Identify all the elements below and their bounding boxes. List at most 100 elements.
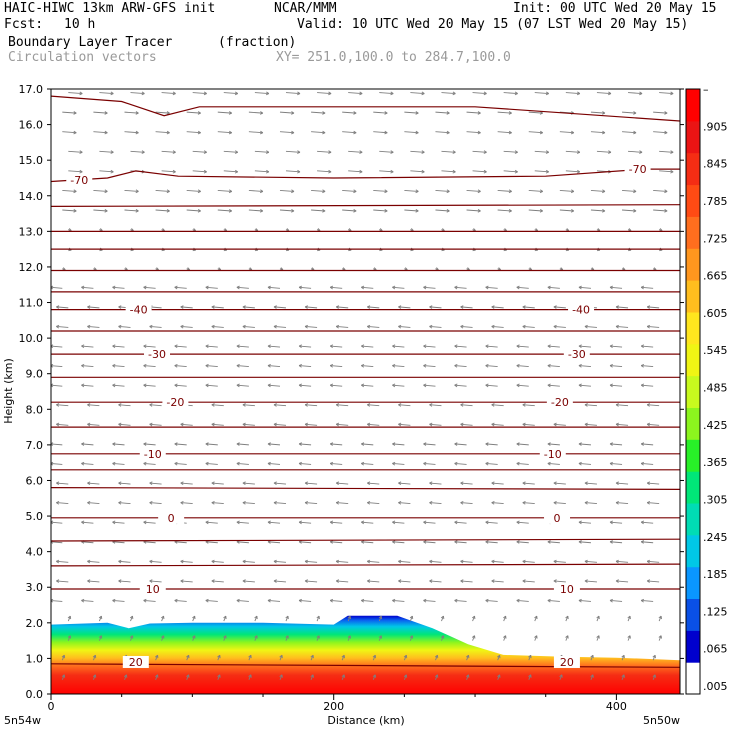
contour-label-bg (122, 655, 149, 668)
contour-label: -40 (572, 304, 590, 317)
vector-arrow (647, 580, 660, 583)
vector-arrow (547, 365, 560, 368)
vector-arrowhead (110, 150, 114, 154)
colorbar-label: .605 (703, 307, 728, 320)
vector-arrow (565, 170, 580, 173)
vector-arrowhead (547, 383, 551, 388)
vector-arrowhead (452, 91, 456, 96)
vector-arrowhead (578, 383, 582, 388)
vector-arrow (174, 384, 187, 387)
vector-arrow (647, 560, 660, 563)
vector-arrowhead (460, 500, 464, 505)
vector-arrowhead (522, 579, 526, 583)
vector-arrowhead (298, 442, 303, 446)
vector-arrow (130, 150, 145, 153)
vector-arrow (336, 560, 349, 563)
vector-arrow (242, 502, 255, 505)
vector-arrow (242, 560, 255, 563)
vector-arrow (647, 502, 660, 505)
y-tick-label: 7.0 (26, 439, 44, 452)
vector-arrow (460, 482, 473, 485)
vector-arrowhead (129, 635, 134, 639)
vector-arrowhead (248, 654, 252, 659)
vector-arrow (460, 560, 473, 563)
vector-arrow (99, 170, 114, 173)
vector-arrow (653, 189, 668, 192)
vector-arrow (485, 541, 498, 544)
forecast-hour: 10 h (64, 17, 96, 32)
y-tick-label: 16.0 (19, 119, 44, 132)
vector-arrowhead (547, 442, 551, 446)
colorbar-swatch (686, 439, 700, 472)
vector-arrowhead (304, 305, 309, 309)
vector-arrow (93, 189, 108, 192)
vector-arrowhead (547, 363, 551, 368)
vector-arrow (423, 600, 436, 602)
vector-arrow (56, 560, 69, 563)
vector-arrow (491, 423, 504, 426)
vector-arrowhead (335, 422, 340, 427)
vector-arrowhead (267, 344, 271, 349)
vector-arrowhead (242, 305, 246, 309)
vector-arrow (454, 521, 467, 524)
vector-arrow (143, 541, 156, 544)
vector-arrowhead (291, 208, 295, 213)
x-axis-left-end-label: 5n54w (4, 714, 41, 727)
vector-arrow (205, 541, 218, 544)
y-tick-label: 17.0 (19, 83, 44, 96)
temperature-contour (51, 204, 680, 207)
vector-arrow (367, 580, 380, 583)
vector-arrow (56, 482, 69, 485)
vector-arrowhead (297, 169, 301, 174)
vector-arrow (81, 463, 94, 465)
vector-arrow (211, 404, 224, 407)
vector-arrow (56, 325, 69, 328)
vector-arrowhead (460, 579, 464, 583)
vector-arrowhead (141, 150, 145, 154)
vector-arrowhead (172, 91, 176, 96)
vector-arrowhead (615, 559, 619, 564)
vector-arrow (398, 423, 411, 426)
vector-arrowhead (172, 169, 176, 174)
vector-arrowhead (322, 189, 326, 194)
vector-arrow (503, 150, 518, 153)
vector-arrowhead (528, 674, 532, 678)
vector-arrow (192, 170, 207, 173)
vector-arrow (87, 482, 100, 485)
vector-arrow (93, 131, 108, 134)
vector-arrow (429, 482, 442, 485)
vector-arrowhead (335, 324, 340, 329)
vector-arrowhead (652, 654, 656, 659)
vector-arrow (236, 286, 249, 289)
colorbar-swatch (686, 216, 700, 249)
vector-arrow (149, 502, 162, 505)
vector-arrowhead (143, 285, 147, 290)
vector-arrow (68, 150, 83, 153)
vector-arrow (205, 463, 218, 465)
y-axis-title: Height (km) (2, 358, 15, 424)
vector-arrow (211, 580, 224, 583)
vector-arrowhead (367, 559, 371, 564)
vector-arrowhead (646, 579, 651, 583)
contour-label: 20 (129, 656, 143, 669)
vector-arrow (180, 325, 193, 328)
vector-arrowhead (640, 461, 645, 466)
vector-arrowhead (180, 559, 184, 564)
vector-arrowhead (361, 344, 365, 349)
vector-arrow (578, 384, 591, 387)
vector-arrow (472, 150, 487, 153)
vector-arrowhead (421, 91, 425, 96)
vector-arrow (93, 209, 108, 212)
vector-arrow (361, 345, 374, 348)
vector-arrowhead (236, 598, 240, 603)
vector-arrow (584, 404, 597, 407)
vector-arrow (485, 286, 498, 289)
vector-arrow (454, 365, 467, 368)
colorbar-swatch (686, 598, 700, 631)
vector-arrowhead (477, 208, 481, 213)
vector-arrow (578, 286, 591, 289)
vector-arrowhead (211, 559, 215, 564)
vector-arrow (242, 580, 255, 583)
vector-arrow (610, 541, 623, 544)
vector-arrow (367, 404, 380, 407)
